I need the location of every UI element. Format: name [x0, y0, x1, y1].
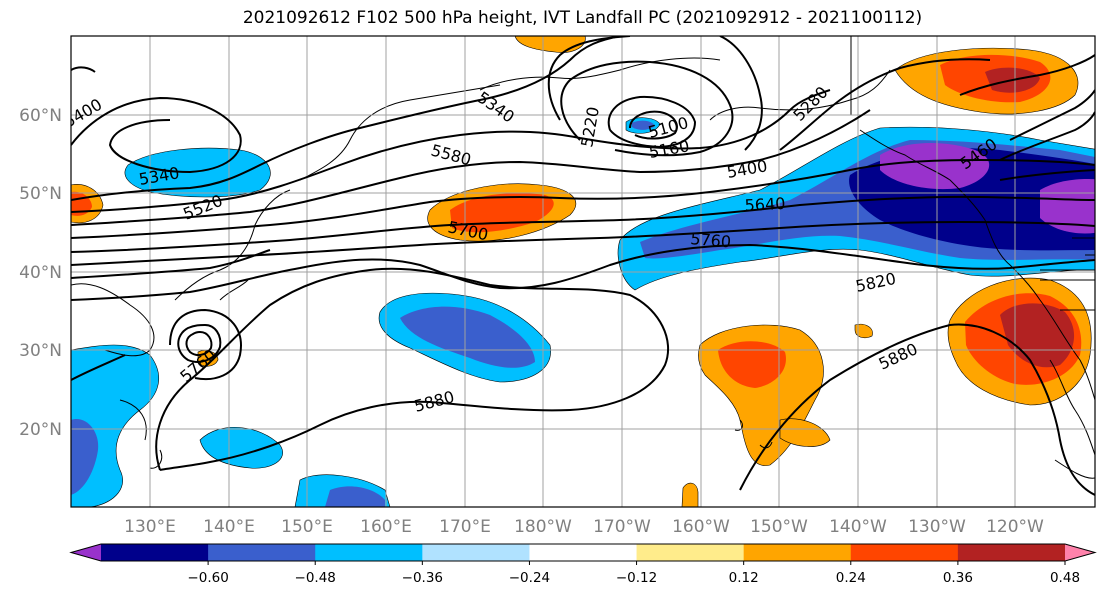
colorbar-tick-label: 0.48 — [1050, 570, 1080, 586]
colorbar-tick-label: 0.12 — [729, 570, 759, 586]
lat-label-20n: 20°N — [19, 420, 62, 440]
lat-label-50n: 50°N — [19, 184, 62, 204]
colorbar-segment — [636, 544, 745, 561]
lat-label-30n: 30°N — [19, 341, 62, 361]
figure-title: 2021092612 F102 500 hPa height, IVT Land… — [242, 8, 923, 28]
lat-label-60n: 60°N — [19, 106, 62, 126]
height-contours — [71, 36, 1095, 496]
colorbar-segment — [315, 544, 423, 561]
colorbar-segment — [208, 544, 316, 561]
lon-label: 160°W — [672, 517, 730, 537]
lon-label: 140°W — [829, 517, 887, 537]
lon-label: 160°E — [360, 517, 412, 537]
map-area: 5400 5340 5520 5340 5220 5100 5160 5280 … — [71, 36, 1095, 507]
lon-label: 120°W — [986, 517, 1044, 537]
colorbar-segment — [957, 544, 1066, 561]
lon-label: 170°W — [593, 517, 651, 537]
colorbar-segment — [529, 544, 638, 561]
colorbar-segment — [422, 544, 530, 561]
colorbar-outline — [69, 543, 1097, 562]
gridlines — [71, 36, 1095, 507]
colorbar-segment — [850, 544, 959, 561]
colorbar-tick-label: −0.60 — [187, 570, 228, 586]
lon-label: 180°W — [514, 517, 572, 537]
colorbar-tick-label: −0.24 — [509, 570, 550, 586]
colorbar-tick-label: −0.36 — [402, 570, 443, 586]
lon-label: 170°E — [439, 517, 491, 537]
colorbar-segment — [101, 544, 209, 561]
lon-label: 140°E — [203, 517, 255, 537]
contour-label: 5640 — [744, 194, 786, 215]
colorbar-tick-label: 0.24 — [836, 570, 866, 586]
lon-label: 150°E — [281, 517, 333, 537]
latitude-labels: 60°N 50°N 40°N 30°N 20°N — [19, 106, 62, 440]
colorbar-segment — [743, 544, 852, 561]
colorbar-tick-label: 0.36 — [943, 570, 973, 586]
colorbar-arrow-left — [71, 544, 101, 561]
colorbar-tick-label: −0.12 — [616, 570, 657, 586]
colorbar-arrow-right — [1065, 544, 1095, 561]
contour-label: 5760 — [690, 229, 732, 251]
lat-label-40n: 40°N — [19, 263, 62, 283]
lon-label: 150°W — [750, 517, 808, 537]
longitude-labels: 130°E 140°E 150°E 160°E 170°E 180°W 170°… — [124, 517, 1044, 537]
lon-label: 130°W — [908, 517, 966, 537]
lon-label: 130°E — [124, 517, 176, 537]
colorbar: −0.60 −0.48 −0.36 −0.24 −0.12 0.12 0.24 0.36 0.4… — [69, 543, 1097, 586]
map-frame — [70, 35, 1096, 508]
colorbar-tick-label: −0.48 — [295, 570, 336, 586]
